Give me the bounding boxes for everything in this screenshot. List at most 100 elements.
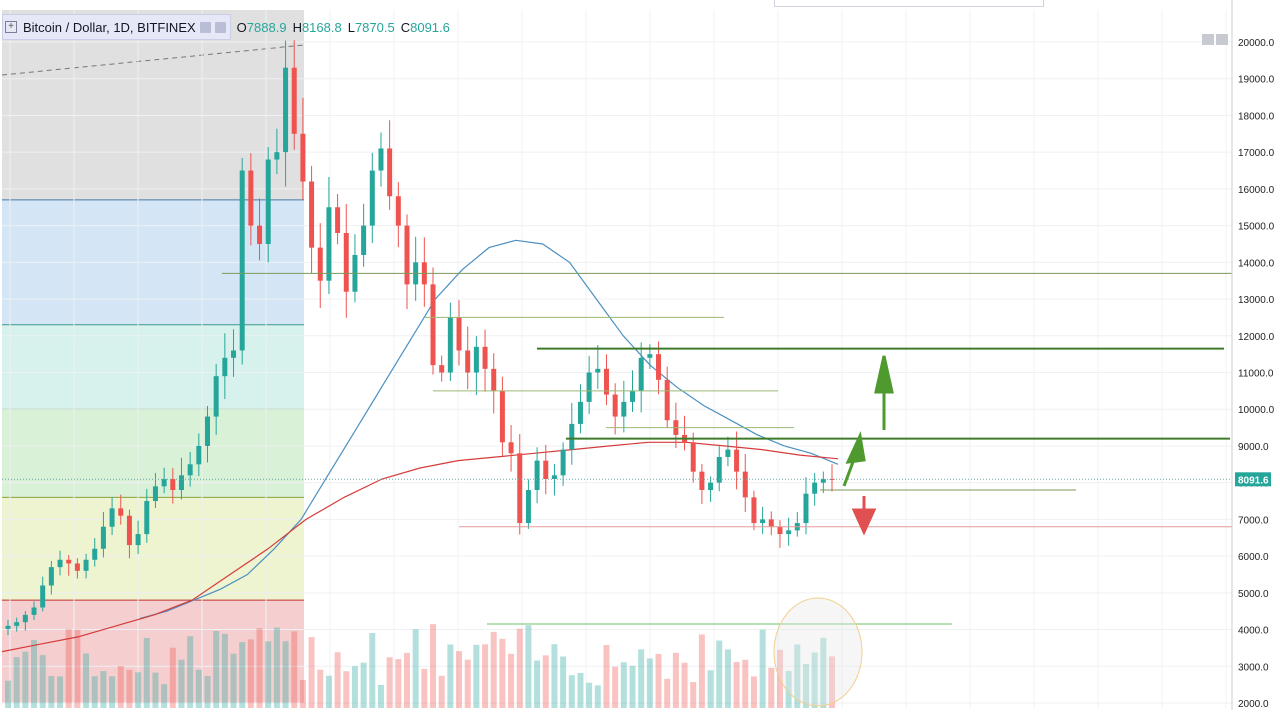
price-axis[interactable]: 2000.03000.04000.05000.06000.07000.08000… bbox=[1231, 0, 1280, 710]
volume-bar bbox=[195, 669, 202, 708]
fib-zone bbox=[2, 497, 304, 601]
scale-left-icon[interactable] bbox=[1202, 34, 1214, 45]
volume-bar bbox=[785, 670, 792, 708]
arrow-down bbox=[851, 496, 877, 536]
candle-body bbox=[716, 456, 722, 483]
axis-tick-label: 2000.0 bbox=[1238, 699, 1269, 710]
horizontal-levels[interactable] bbox=[2, 272, 1232, 625]
arrow-annotations[interactable] bbox=[773, 355, 894, 707]
volume-bar bbox=[638, 649, 645, 708]
volume-bar bbox=[204, 676, 211, 708]
candle-body bbox=[517, 453, 523, 524]
axis-tick-label: 14000.0 bbox=[1238, 258, 1275, 269]
axis-tick-label: 12000.0 bbox=[1238, 332, 1275, 343]
volume-bar bbox=[560, 656, 567, 708]
volume-bar bbox=[568, 675, 575, 708]
volume-bar bbox=[499, 638, 506, 708]
candle-body bbox=[456, 317, 462, 351]
candle-body bbox=[118, 508, 124, 516]
volume-bar bbox=[247, 639, 254, 708]
candle-body bbox=[109, 508, 115, 527]
volume-bar bbox=[794, 644, 801, 708]
volume-bar bbox=[707, 670, 714, 708]
volume-bar bbox=[273, 627, 280, 708]
high-value: 8168.8 bbox=[301, 19, 342, 35]
candle-body bbox=[66, 559, 72, 564]
volume-bar bbox=[109, 676, 116, 708]
candle-body bbox=[751, 497, 757, 524]
candle-body bbox=[31, 607, 37, 615]
arrow-up-small bbox=[842, 430, 866, 487]
candle-body bbox=[309, 181, 315, 248]
volume-bar bbox=[351, 666, 358, 708]
candle-body bbox=[690, 442, 696, 472]
candle-body bbox=[534, 460, 540, 491]
candle-body bbox=[621, 401, 627, 417]
moving-averages bbox=[1, 239, 839, 653]
axis-tick-label: 6000.0 bbox=[1238, 552, 1269, 563]
volume-bar bbox=[403, 652, 410, 708]
candle-body bbox=[283, 67, 289, 153]
candle-body bbox=[196, 445, 202, 465]
volume-bar bbox=[664, 678, 671, 708]
volume-bar bbox=[716, 640, 723, 708]
volume-bar bbox=[750, 676, 757, 708]
axis-tick-label: 13000.0 bbox=[1238, 295, 1275, 306]
ma-200-line bbox=[1, 441, 839, 653]
volume-bar bbox=[672, 652, 679, 708]
volume-bar bbox=[360, 662, 367, 708]
volume-bar bbox=[438, 675, 445, 708]
volume-bar bbox=[22, 651, 29, 708]
fibonacci-retracement[interactable] bbox=[1, 10, 305, 703]
candle-body bbox=[22, 614, 28, 623]
volume-bar bbox=[482, 644, 489, 708]
volume-bar bbox=[508, 653, 515, 708]
candle-body bbox=[170, 478, 176, 491]
volume-bar bbox=[430, 624, 437, 708]
candle-body bbox=[647, 354, 653, 358]
expand-icon[interactable]: + bbox=[5, 21, 17, 33]
low-label: L bbox=[347, 19, 355, 35]
candle-body bbox=[595, 368, 601, 373]
candle-body bbox=[803, 493, 809, 524]
symbol-box[interactable]: + Bitcoin / Dollar, 1D, BITFINEX bbox=[2, 14, 231, 40]
candle-body bbox=[482, 346, 488, 369]
volume-bar bbox=[308, 637, 315, 708]
volume-bar bbox=[178, 659, 185, 708]
volume-bar bbox=[48, 676, 55, 708]
volume-bar bbox=[343, 671, 350, 708]
candle-body bbox=[820, 478, 826, 483]
candle-body bbox=[430, 284, 436, 366]
candle-body bbox=[335, 207, 341, 233]
volume-bar bbox=[412, 629, 419, 708]
candle-body bbox=[551, 475, 557, 479]
scale-right-icon[interactable] bbox=[1216, 34, 1228, 45]
axis-tick-label: 16000.0 bbox=[1238, 185, 1275, 196]
volume-bar bbox=[265, 641, 272, 708]
candle-body bbox=[560, 449, 566, 476]
candle-body bbox=[491, 368, 497, 391]
volume-bar bbox=[698, 634, 705, 708]
close-label: C bbox=[400, 19, 411, 35]
candle-body bbox=[83, 559, 89, 571]
candle-body bbox=[274, 152, 280, 160]
close-icon[interactable] bbox=[214, 21, 226, 33]
scale-buttons[interactable] bbox=[1202, 34, 1228, 45]
volume-bar bbox=[187, 636, 194, 708]
volume-bar bbox=[473, 644, 480, 708]
volume-bar bbox=[169, 647, 176, 708]
axis-tick-label: 5000.0 bbox=[1238, 589, 1269, 600]
candle-body bbox=[577, 401, 583, 424]
candle-body bbox=[248, 170, 254, 226]
axis-tick-label: 20000.0 bbox=[1238, 38, 1275, 49]
volume-bar bbox=[490, 631, 497, 708]
high-label: H bbox=[292, 19, 302, 35]
candle-body bbox=[239, 170, 245, 351]
candle-body bbox=[187, 464, 193, 476]
settings-icon[interactable] bbox=[199, 21, 211, 33]
volume-bar bbox=[369, 633, 376, 708]
volume-bar bbox=[577, 672, 584, 708]
fib-zone bbox=[2, 324, 304, 410]
